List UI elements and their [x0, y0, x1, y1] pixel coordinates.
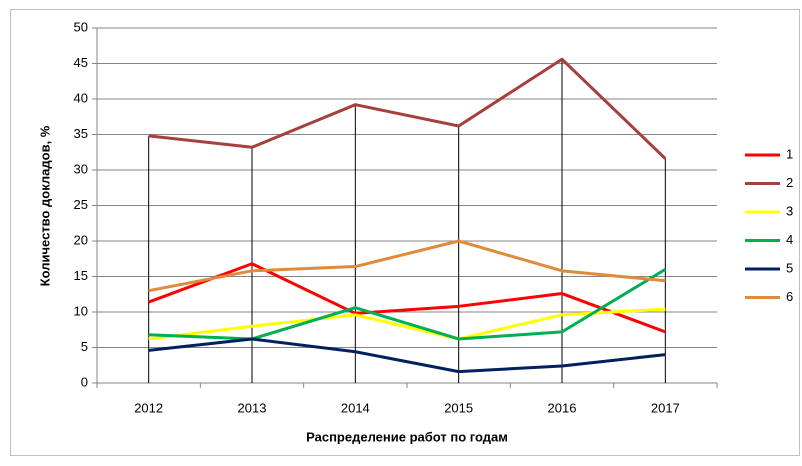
y-tick-label: 10: [74, 303, 88, 318]
y-tick-label: 40: [74, 90, 88, 105]
series-line: [148, 262, 666, 334]
y-tick-label: 25: [74, 197, 88, 212]
legend-label: 6: [786, 289, 793, 304]
y-tick-label: 0: [81, 374, 88, 389]
y-axis-title: Количество докладов, %: [37, 125, 52, 286]
x-tick-label: 2012: [134, 400, 163, 415]
legend-label: 1: [786, 146, 793, 161]
series-line: [148, 239, 666, 293]
chart-frame: [10, 9, 800, 456]
y-tick-label: 35: [74, 126, 88, 141]
y-tick-label: 45: [74, 55, 88, 70]
y-tick-label: 20: [74, 232, 88, 247]
series-line: [148, 268, 667, 341]
x-tick-label: 2015: [444, 400, 473, 415]
y-tick-label: 15: [74, 268, 88, 283]
x-tick-label: 2017: [651, 400, 680, 415]
y-tick-label: 5: [81, 339, 88, 354]
legend-label: 5: [786, 260, 793, 275]
y-tick-label: 50: [74, 19, 88, 34]
x-tick-label: 2014: [341, 400, 370, 415]
series-line: [148, 57, 667, 160]
legend-label: 2: [786, 175, 793, 190]
x-tick-label: 2016: [548, 400, 577, 415]
legend-label: 4: [786, 232, 793, 247]
y-tick-label: 30: [74, 161, 88, 176]
series-line: [148, 337, 666, 374]
series-line: [148, 307, 666, 341]
legend-label: 3: [786, 203, 793, 218]
x-axis-title: Распределение работ по годам: [306, 429, 508, 444]
x-tick-label: 2013: [238, 400, 267, 415]
